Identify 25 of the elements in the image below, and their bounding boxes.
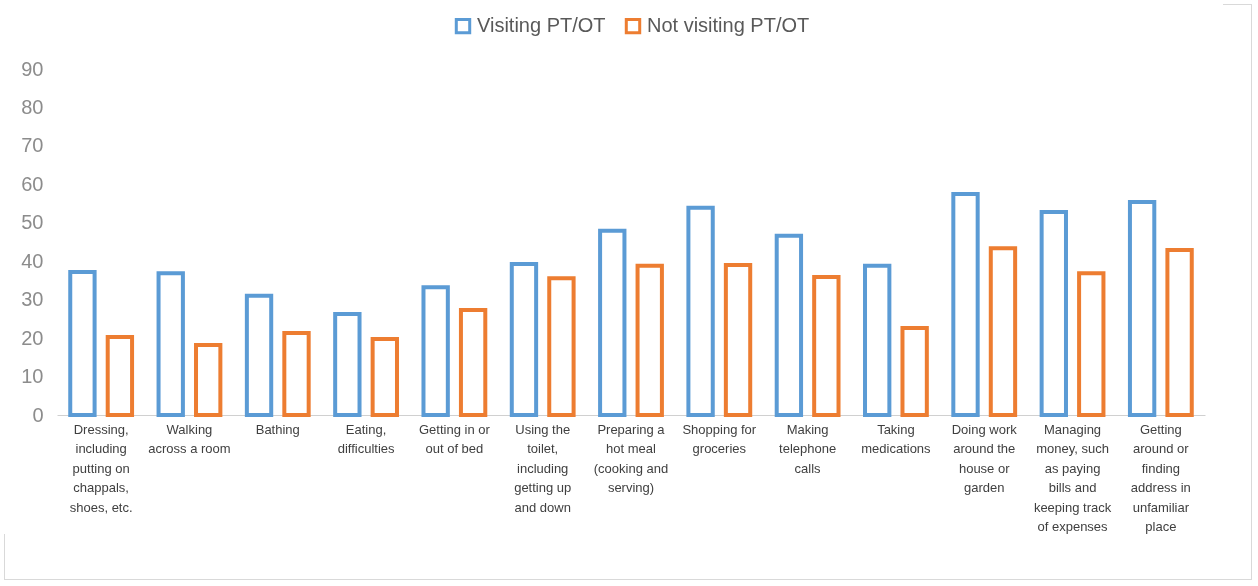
- y-tick-label: 70: [21, 134, 44, 157]
- y-tick-label: 10: [21, 365, 44, 388]
- x-tick-label: Getting around or finding address in unfamiliar place: [1130, 421, 1191, 534]
- x-tick-label: Getting in or out of bed: [418, 421, 491, 456]
- x-tick-label: Taking medications: [861, 421, 932, 456]
- x-tick-label: Managing money, such as paying bills and keeping track of expenses: [1033, 421, 1112, 534]
- y-tick-label: 30: [21, 288, 44, 311]
- x-tick-label: Preparing a hot meal (cooking and serving): [593, 421, 669, 495]
- x-tick-label: Doing work around the house or garden: [951, 421, 1018, 495]
- y-tick-label: 60: [21, 172, 44, 195]
- x-tick-label: Bathing: [255, 421, 300, 437]
- x-tick-label: Making telephone calls: [779, 421, 837, 476]
- x-tick-label: Shopping for groceries: [682, 421, 757, 456]
- x-tick-label: Walking across a room: [148, 421, 231, 456]
- y-tick-label: 90: [21, 57, 44, 80]
- y-tick-label: 20: [21, 326, 44, 349]
- legend-label: Visiting PT/OT: [477, 14, 606, 37]
- y-tick-label: 80: [21, 95, 44, 118]
- legend-label: Not visiting PT/OT: [647, 14, 810, 37]
- x-tick-label: Using the toilet, including getting up and down: [514, 421, 572, 515]
- x-tick-label: Eating, difficulties: [337, 421, 395, 456]
- y-tick-label: 0: [32, 403, 44, 426]
- y-tick-label: 40: [21, 249, 44, 272]
- x-tick-label: Dressing, including putting on chappals, shoes, etc.: [69, 421, 133, 515]
- y-tick-label: 50: [21, 211, 44, 234]
